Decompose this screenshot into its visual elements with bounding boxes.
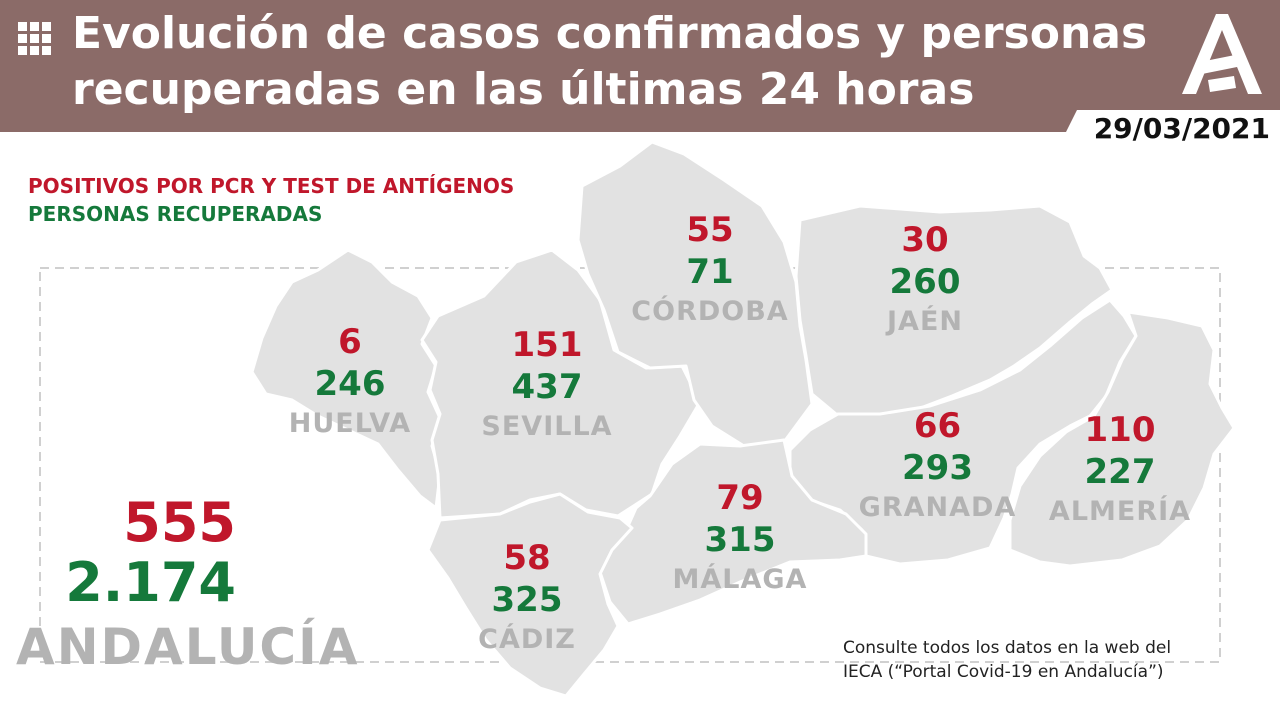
almeria-name: ALMERÍA	[1048, 496, 1192, 527]
sevilla-positives: 151	[511, 325, 583, 365]
total-andalucia: 555 2.174	[40, 494, 236, 614]
province-cordoba: 55 71 CÓRDOBA	[620, 210, 800, 330]
sevilla-recovered: 437	[511, 367, 583, 407]
province-huelva: 6 246 HUELVA	[270, 322, 430, 442]
almeria-recovered: 227	[1084, 452, 1156, 492]
sevilla-name: SEVILLA	[481, 411, 613, 442]
province-shape-cordoba	[576, 140, 814, 448]
cadiz-name: CÁDIZ	[478, 624, 576, 655]
malaga-positives: 79	[716, 478, 764, 518]
junta-de-andalucia-logo-icon	[1182, 14, 1262, 94]
cadiz-recovered: 325	[491, 580, 563, 620]
report-date: 29/03/2021	[1093, 112, 1270, 145]
almeria-positives: 110	[1084, 410, 1156, 450]
cordoba-name: CÓRDOBA	[631, 296, 789, 327]
granada-positives: 66	[913, 406, 962, 446]
title-line-1: Evolución de casos confirmados y persona…	[72, 8, 1148, 59]
cordoba-recovered: 71	[686, 252, 734, 292]
title-line-2: recuperadas en las últimas 24 horas	[72, 64, 975, 115]
jaen-recovered: 260	[889, 262, 961, 302]
granada-recovered: 293	[902, 448, 973, 488]
huelva-name: HUELVA	[288, 408, 412, 439]
header-band	[0, 0, 1280, 132]
total-positives: 555	[123, 491, 236, 554]
province-shape-almeria	[1008, 310, 1236, 568]
cordoba-positives: 55	[686, 210, 734, 250]
grid-menu-icon	[18, 22, 51, 55]
page-title: Evolución de casos confirmados y persona…	[72, 6, 1152, 118]
date-tab	[1055, 110, 1280, 154]
huelva-recovered: 246	[314, 364, 386, 404]
malaga-name: MÁLAGA	[672, 564, 808, 595]
granada-name: GRANADA	[858, 492, 1017, 523]
province-malaga: 79 315 MÁLAGA	[650, 478, 830, 598]
total-recovered: 2.174	[65, 551, 236, 614]
footnote-line-1: Consulte todos los datos en la web del	[843, 638, 1172, 658]
legend-recovered: PERSONAS RECUPERADAS	[28, 202, 323, 226]
legend-positives: POSITIVOS POR PCR Y TEST DE ANTÍGENOS	[28, 174, 515, 198]
province-shape-jaen	[794, 204, 1114, 418]
province-almeria: 110 227 ALMERÍA	[1040, 410, 1200, 530]
province-sevilla: 151 437 SEVILLA	[457, 325, 637, 445]
province-jaen: 30 260 JAÉN	[850, 220, 1000, 340]
province-shape-huelva	[250, 248, 442, 510]
province-shape-cadiz	[426, 492, 634, 698]
huelva-positives: 6	[338, 322, 362, 362]
total-name: ANDALUCÍA	[16, 618, 360, 676]
cadiz-positives: 58	[503, 538, 551, 578]
malaga-recovered: 315	[704, 520, 776, 560]
footnote: Consulte todos los datos en la web del I…	[843, 636, 1263, 684]
province-granada: 66 293 GRANADA	[850, 406, 1025, 526]
footnote-line-2: IECA (“Portal Covid-19 en Andalucía”)	[843, 662, 1164, 682]
legend: POSITIVOS POR PCR Y TEST DE ANTÍGENOS PE…	[28, 172, 514, 228]
jaen-positives: 30	[901, 220, 949, 260]
jaen-name: JAÉN	[887, 306, 963, 337]
province-cadiz: 58 325 CÁDIZ	[452, 538, 602, 658]
